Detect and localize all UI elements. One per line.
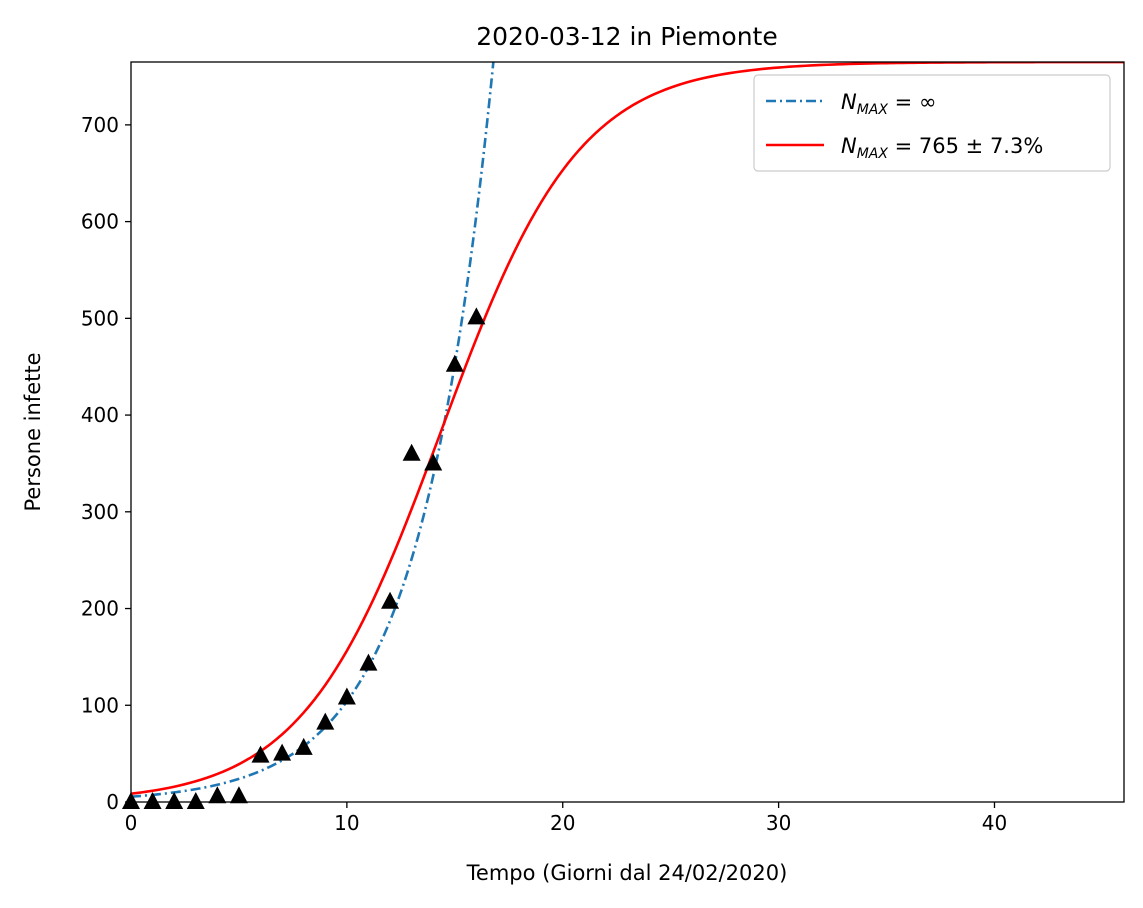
data-point-marker [316,712,335,730]
y-tick-label: 300 [81,500,119,524]
data-point-marker [165,792,184,809]
data-point-marker [251,745,270,763]
x-tick-label: 0 [125,811,138,835]
legend-box [753,74,1111,172]
x-tick-label: 10 [334,811,359,835]
x-tick-label: 30 [766,811,791,835]
y-tick-label: 100 [81,693,119,717]
legend-label-exponential: NMAX = ∞ [841,90,936,118]
data-point-marker [208,786,227,804]
x-axis-label: Tempo (Giorni dal 24/02/2020) [466,861,788,885]
marker-layer [122,307,486,809]
y-tick-label: 400 [81,403,119,427]
data-point-marker [229,786,248,804]
y-tick-label: 200 [81,597,119,621]
legend: NMAX = ∞ NMAX = 765 ± 7.3% [753,74,1111,172]
y-tick-label: 700 [81,113,119,137]
series-line-exponential [131,62,495,798]
data-point-marker [445,354,464,372]
data-point-marker [143,792,162,809]
data-point-marker [273,743,292,761]
data-point-marker [359,653,378,671]
y-tick-label: 500 [81,306,119,330]
legend-label-logistic: NMAX = 765 ± 7.3% [841,134,1043,162]
data-point-marker [402,443,421,461]
data-point-marker [424,453,443,471]
data-point-marker [467,307,486,325]
y-axis-label: Persone infette [21,352,45,511]
y-axis: 0 100 200 300 400 500 600 700 [81,113,131,814]
data-point-marker [381,591,400,609]
x-axis: 0 10 20 30 40 [125,802,1007,835]
data-point-marker [294,737,313,755]
y-tick-label: 600 [81,210,119,234]
data-point-marker [186,792,205,809]
y-tick-label: 0 [106,790,119,814]
x-tick-label: 40 [982,811,1007,835]
data-point-marker [337,687,356,705]
plot-frame [130,61,1125,803]
chart-title: 2020-03-12 in Piemonte [476,22,778,51]
plot-background [131,62,1124,802]
x-tick-label: 20 [550,811,575,835]
